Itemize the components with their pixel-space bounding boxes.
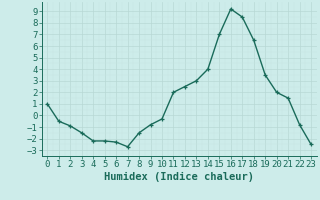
X-axis label: Humidex (Indice chaleur): Humidex (Indice chaleur) <box>104 172 254 182</box>
